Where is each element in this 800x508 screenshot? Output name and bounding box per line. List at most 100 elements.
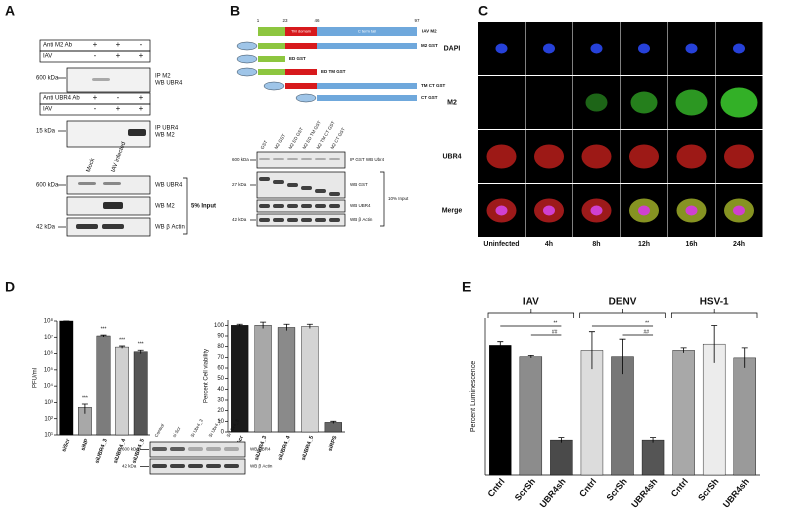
merge-nucleus: [685, 205, 698, 216]
sign-row-box: [39, 50, 151, 63]
marker: 27 kDa: [232, 182, 247, 187]
column-label: 16h: [685, 241, 697, 248]
error-bar: [619, 338, 626, 375]
x-tick-label: siScr: [61, 437, 72, 453]
construct-label: ED GST: [289, 56, 306, 61]
bar: [59, 320, 74, 436]
group-bracket: [670, 309, 758, 318]
construct-label: M2 GST: [421, 43, 438, 48]
sign: +: [116, 51, 121, 60]
bar: [96, 335, 111, 436]
blot-band: [315, 158, 326, 160]
blot-band: [329, 192, 340, 196]
construct-label: TM CT GST: [421, 83, 445, 88]
sign: +: [139, 104, 144, 113]
construct-segment: [285, 43, 317, 49]
column-label: 12h: [638, 241, 650, 248]
micrograph: [478, 76, 525, 129]
error-bar: [81, 403, 88, 414]
error-bar: [283, 323, 290, 331]
gst-tag: [236, 54, 258, 64]
construct-segment: [258, 43, 285, 49]
x-tick-label: ScrSh: [513, 476, 537, 502]
marker: 600 kDa: [36, 183, 59, 189]
gst-tag: [263, 81, 285, 91]
construct-label: IAV M2: [422, 29, 437, 34]
gst-tag: [295, 93, 317, 103]
y-tick-label: 40: [217, 387, 224, 393]
x-tick-label: siUBR4_3: [94, 438, 108, 464]
bracket: [380, 171, 385, 227]
error-bar: [330, 420, 337, 424]
blot-band: [259, 204, 270, 208]
significance: ***: [82, 395, 88, 401]
marker: 600 kDa: [232, 157, 249, 162]
blot-label: WB M2: [155, 133, 175, 139]
bar: [702, 343, 726, 476]
construct-segment: [285, 83, 317, 89]
construct-segment: [317, 95, 417, 101]
blot-band: [128, 129, 146, 136]
blot-band: [188, 447, 203, 451]
merge-nucleus: [543, 205, 555, 216]
position: 46: [314, 18, 320, 23]
row-label: Merge: [442, 207, 463, 214]
blot-band: [287, 158, 298, 160]
nucleus: [638, 43, 650, 54]
micrograph: [525, 76, 573, 129]
blot-band: [301, 158, 312, 160]
y-tick-label: 10⁷: [44, 334, 53, 341]
error-bar: [137, 349, 144, 354]
blot-label: WB UBR4: [155, 183, 183, 189]
gst-tag: [236, 41, 258, 51]
blot-band: [152, 447, 167, 451]
marker: 42 kDa: [36, 225, 56, 231]
row-label: IAV: [43, 107, 52, 113]
blot-band: [315, 204, 326, 208]
row-label: IAV: [43, 54, 52, 60]
error-bar: [650, 437, 657, 443]
sign-row-box: [39, 103, 151, 116]
blot-band: [329, 218, 340, 222]
blot-label: WB M2: [155, 204, 175, 210]
row-label: M2: [447, 99, 457, 106]
error-bar: [680, 347, 687, 353]
marker: 15 kDa: [36, 129, 56, 135]
construct-segment: [258, 56, 285, 62]
significance: ##: [643, 329, 649, 335]
blot-band: [259, 177, 270, 181]
significance: ##: [552, 329, 558, 335]
group-label: DENV: [609, 297, 637, 308]
y-tick-label: 50: [217, 376, 224, 382]
y-tick-label: 10⁴: [44, 383, 54, 390]
input-label: 5% Input: [191, 204, 216, 210]
nucleus: [685, 43, 698, 54]
marker: 600 kDa: [122, 447, 139, 452]
sign: -: [94, 104, 97, 113]
marker: 42 kDa: [122, 464, 137, 469]
blot-label: WB UBR4: [155, 81, 183, 87]
error-bar: [306, 323, 313, 329]
y-tick-label: 90: [217, 334, 224, 340]
bar: [231, 325, 249, 433]
micrograph: [573, 76, 620, 129]
ubr4-stain: [629, 144, 659, 169]
x-tick-label: siNP: [80, 438, 90, 452]
blot-band: [76, 224, 98, 229]
sign: -: [117, 93, 120, 102]
significance: ***: [119, 337, 125, 343]
blot-band: [287, 183, 298, 187]
blot: [149, 441, 246, 458]
significance: ***: [101, 326, 107, 332]
blot-band: [170, 464, 185, 468]
lane-label: M2 CT GST: [330, 127, 346, 150]
m2-stain: [720, 87, 758, 118]
blot-band: [329, 158, 340, 160]
position: 23: [282, 18, 288, 23]
blot-label: WB β Actin: [350, 217, 373, 222]
nucleus: [590, 43, 603, 54]
sign: +: [93, 40, 98, 49]
x-tick-label: UBR4sh: [538, 476, 568, 508]
domain-ct: [317, 27, 417, 36]
